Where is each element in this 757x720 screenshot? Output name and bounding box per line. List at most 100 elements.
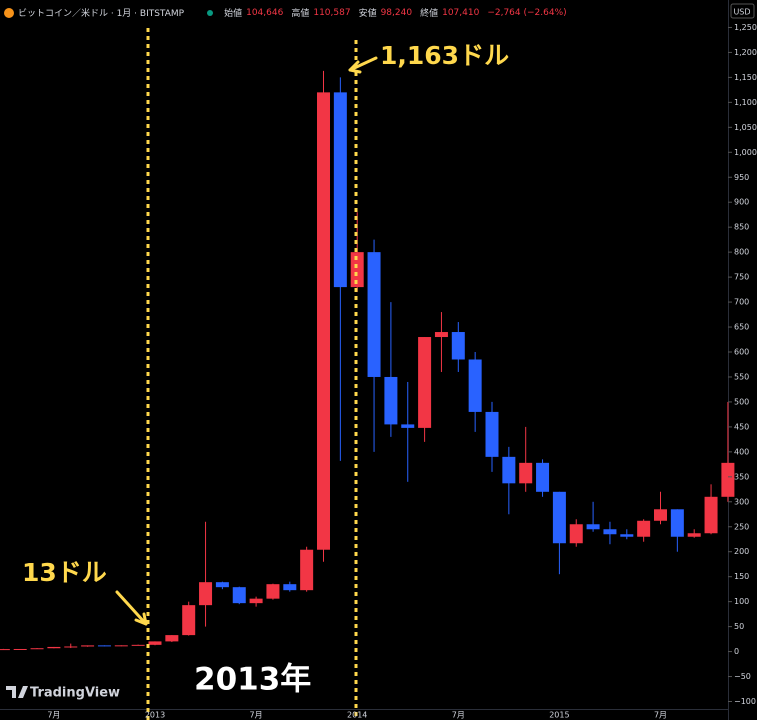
y-tick-label: 50 [734, 622, 744, 631]
coin-icon [4, 7, 14, 18]
candle-body [114, 645, 128, 647]
y-tick-label: 350 [734, 472, 749, 481]
ohlc-value: 98,240 [380, 7, 413, 18]
y-tick-label: −100 [734, 697, 756, 706]
candle-body [283, 584, 297, 591]
x-tick-label: 7月 [654, 711, 667, 720]
candle-body [451, 332, 465, 360]
candle-body [30, 648, 44, 650]
candle-body [721, 462, 735, 497]
candle-body [434, 332, 448, 338]
candle-body [367, 252, 381, 377]
candle-body [47, 646, 61, 649]
arrow [348, 56, 378, 74]
ohlc-label: 高値 [291, 9, 310, 19]
candle-body [536, 462, 550, 492]
annotation: 1,163ドル [380, 41, 509, 70]
y-tick-label: 500 [734, 397, 749, 406]
annotation: 2013年 [194, 662, 311, 698]
candle-body [131, 644, 145, 646]
candle-body [148, 641, 162, 645]
x-tick-label: 2013 [145, 711, 165, 720]
candle-body [215, 582, 229, 588]
header: ビットコイン／米ドル · 1月 · BITSTAMP 始値 104,646 高値 1… [4, 6, 571, 19]
candle-body [519, 462, 533, 484]
y-tick-label: 1,150 [734, 73, 757, 82]
plot [0, 70, 735, 651]
candle-body [603, 529, 617, 535]
y-tick-label: 600 [734, 348, 749, 357]
candle-body [687, 533, 701, 537]
y-tick-label: 0 [734, 647, 739, 656]
candle-body [0, 649, 10, 651]
candle-body [317, 92, 330, 550]
x-tick-label: 7月 [47, 711, 60, 720]
candle-body [81, 645, 95, 647]
y-tick-label: 850 [734, 223, 749, 232]
arrow [115, 590, 148, 626]
y-tick-label: 150 [734, 572, 749, 581]
y-tick-label: 900 [734, 198, 749, 207]
candle-body [620, 534, 634, 537]
y-tick-label: 200 [734, 547, 749, 556]
candle-body [704, 496, 718, 534]
annotation: 13ドル [22, 558, 107, 587]
y-tick-label: 1,250 [734, 23, 757, 32]
candle-body [418, 337, 432, 428]
candle-body [502, 456, 516, 484]
y-tick-label: 1,000 [734, 148, 757, 157]
candle-body [249, 598, 263, 604]
candle-body [232, 587, 246, 604]
y-tick-label: −50 [734, 672, 751, 681]
candle-body [97, 645, 111, 647]
candle-body [586, 524, 600, 530]
currency: USD [733, 8, 750, 17]
ohlc-value: 104,646 [246, 7, 284, 18]
candle-body [384, 376, 398, 425]
candle-body [64, 646, 78, 648]
candle-body [300, 549, 314, 591]
y-tick-label: 800 [734, 248, 749, 257]
y-tick-label: 300 [734, 497, 749, 506]
change: −2,764 (−2.64%) [487, 7, 567, 18]
ohlc-value: 107,410 [442, 7, 480, 18]
y-tick-label: 400 [734, 447, 749, 456]
candle-body [165, 635, 179, 642]
x-tick-label: 7月 [250, 711, 263, 720]
candle-body [333, 92, 347, 288]
y-tick-label: 1,200 [734, 48, 757, 57]
arrows [115, 56, 378, 626]
y-tick-label: 550 [734, 372, 749, 381]
y-tick-label: 1,100 [734, 98, 757, 107]
ohlc-label: 安値 [358, 9, 377, 19]
candle-body [670, 509, 684, 537]
y-tick-label: 450 [734, 422, 749, 431]
candle-body [485, 411, 499, 457]
candle-body [401, 424, 415, 428]
status-dot [207, 9, 214, 16]
candle-body [13, 648, 27, 650]
y-tick-label: 650 [734, 323, 749, 332]
y-tick-label: 100 [734, 597, 749, 606]
candle-body [350, 252, 364, 288]
y-tick-label: 250 [734, 522, 749, 531]
candle-body [182, 605, 196, 636]
x-tick-label: 7月 [452, 711, 465, 720]
logo-icon [6, 686, 28, 698]
symbol: ビットコイン／米ドル · 1月 · BITSTAMP [18, 9, 185, 19]
y-tick-label: 1,050 [734, 123, 757, 132]
candle-body [569, 524, 583, 544]
ohlc-value: 110,587 [313, 7, 351, 18]
candle-body [637, 520, 651, 537]
candle-body [552, 491, 566, 544]
y-tick-label: 700 [734, 298, 749, 307]
x-tick-label: 2014 [347, 711, 367, 720]
candle-body [199, 582, 213, 606]
y-tick-label: 950 [734, 173, 749, 182]
candle-body [266, 584, 280, 599]
ohlc-label: 始値 [224, 9, 243, 19]
x-tick-label: 2015 [549, 711, 569, 720]
candle-body [654, 509, 667, 521]
